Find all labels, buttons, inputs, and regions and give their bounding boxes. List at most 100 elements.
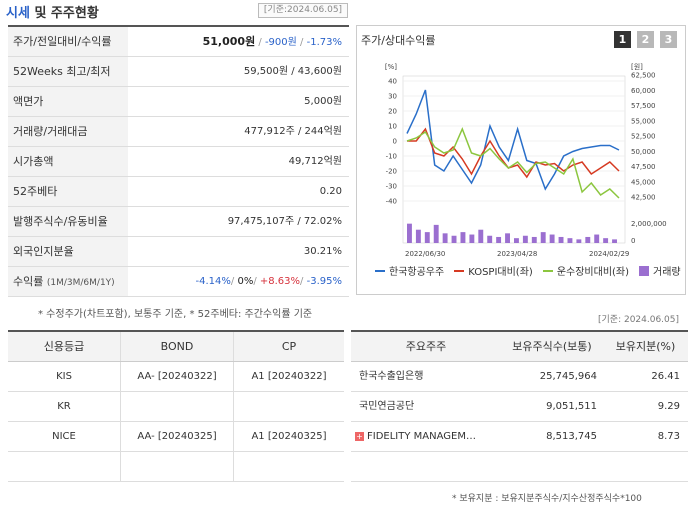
bond-cell	[121, 392, 234, 421]
quote-row-price: 주가/전일대비/수익률 51,000원 / -900원 / -1.73%	[8, 27, 349, 57]
volume-bar	[424, 232, 430, 243]
price-change: -900원	[264, 37, 297, 48]
relative-return-chart: 40 30 20 10 0 -10 -20 -30 -40 62,500 60,000 57,500 5…	[385, 62, 667, 258]
legend-item-kospi[interactable]: KOSPI대비(좌)	[454, 263, 533, 278]
footnote-holders: * 보유지분 : 보유지분주식수/지수산정주식수*100	[452, 494, 642, 504]
volume-bar	[442, 233, 448, 243]
holder-pct: 26.41	[651, 371, 680, 382]
table-row: KR	[8, 392, 344, 422]
volume-bar	[567, 238, 573, 243]
right-axis-unit: [원]	[631, 62, 643, 71]
legend-label: KOSPI대비(좌)	[468, 267, 533, 278]
section-title-rest: 및 주주현황	[29, 6, 99, 21]
agency-cell	[8, 452, 121, 481]
volume-bar	[478, 229, 484, 243]
table-row: 국민연금공단 9,051,511 9.29	[351, 392, 688, 422]
holder-name: FIDELITY MANAGEM…	[367, 431, 476, 442]
shareholder-table: 주요주주 보유주식수(보통) 보유지분(%) 한국수출입은행 25,745,96…	[351, 330, 688, 482]
left-tick-label: -30	[386, 183, 397, 191]
holder-shares	[501, 452, 603, 481]
bond-cell	[121, 452, 234, 481]
quote-value: 477,912주 / 244억원	[244, 126, 342, 137]
volume-bar	[496, 236, 502, 243]
quote-label: 거래량/거래대금	[8, 117, 128, 146]
quote-label: 발행주식수/유동비율	[8, 207, 128, 236]
col-header: 신용등급	[8, 332, 121, 361]
left-tick-label: 0	[393, 138, 397, 146]
series-line	[406, 127, 620, 199]
right-tick-label: 55,000	[631, 117, 656, 125]
quote-value: 30.21%	[303, 246, 342, 257]
legend-item-volume[interactable]: 거래량	[639, 263, 681, 278]
quote-value: 49,712억원	[288, 156, 342, 167]
left-tick-label: 30	[388, 93, 397, 101]
volume-bar	[460, 232, 466, 243]
left-tick-label: 10	[388, 123, 397, 131]
bond-cell: AA- [20240325]	[121, 422, 234, 451]
volume-bar	[540, 232, 546, 243]
legend-label: 운수장비대비(좌)	[556, 267, 630, 278]
price-change-rate: -1.73%	[306, 37, 342, 48]
return-6m: +8.63%	[259, 276, 301, 287]
volume-bar	[576, 239, 582, 243]
legend-line-icon	[542, 269, 553, 272]
expand-plus-icon[interactable]: +	[355, 431, 364, 441]
quote-value: 5,000원	[304, 96, 342, 107]
volume-bar	[487, 235, 493, 243]
left-tick-label: 20	[388, 108, 397, 116]
base-date-badge: [기준:2024.06.05]	[258, 3, 348, 18]
credit-rating-table: 신용등급 BOND CP KIS AA- [20240322] A1 [2024…	[8, 330, 344, 482]
table-row	[8, 452, 344, 482]
left-tick-label: -40	[386, 198, 397, 206]
agency-cell: KIS	[8, 362, 121, 391]
footnote-quote: * 수정주가(차트포함), 보통주 기준, * 52주베타: 주간수익률 기준	[38, 309, 313, 320]
quote-table: 주가/전일대비/수익률 51,000원 / -900원 / -1.73% 52W…	[8, 25, 349, 297]
holder-name	[351, 452, 501, 481]
quote-row-foreign: 외국인지분율 30.21%	[8, 237, 349, 267]
table-row: NICE AA- [20240325] A1 [20240325]	[8, 422, 344, 452]
volume-bar	[433, 224, 439, 243]
chart-tab-2[interactable]: 2	[637, 31, 654, 48]
col-header: 보유주식수(보통)	[512, 340, 592, 353]
legend-label: 거래량	[653, 267, 681, 278]
volume-tick-label: 2,000,000	[631, 220, 667, 228]
agency-cell: KR	[8, 392, 121, 421]
volume-bar	[407, 223, 412, 243]
quote-row-par-value: 액면가 5,000원	[8, 87, 349, 117]
holder-pct	[603, 452, 688, 481]
legend-item-sector[interactable]: 운수장비대비(좌)	[542, 263, 630, 278]
agency-cell: NICE	[8, 422, 121, 451]
holder-shares: 8,513,745	[546, 431, 597, 442]
volume-bar	[612, 239, 617, 243]
left-tick-label: -10	[386, 153, 397, 161]
returns-label-sub: (1M/3M/6M/1Y)	[46, 278, 115, 288]
quote-row-market-cap: 시가총액 49,712억원	[8, 147, 349, 177]
quote-value: 51,000원 / -900원 / -1.73%	[202, 35, 342, 48]
table-row: KIS AA- [20240322] A1 [20240322]	[8, 362, 344, 392]
right-tick-label: 47,500	[631, 163, 656, 171]
chart-tab-3[interactable]: 3	[660, 31, 677, 48]
quote-label: 52주베타	[8, 177, 128, 206]
chart-tab-1[interactable]: 1	[614, 31, 631, 48]
chart-legend: 한국항공우주 KOSPI대비(좌) 운수장비대비(좌) 거래량	[375, 263, 685, 278]
holder-pct: 8.73	[657, 431, 680, 442]
table-row: 한국수출입은행 25,745,964 26.41	[351, 362, 688, 392]
return-1y: -3.95%	[306, 276, 342, 287]
volume-bar	[514, 238, 519, 243]
quote-row-volume: 거래량/거래대금 477,912주 / 244억원	[8, 117, 349, 147]
series-line	[406, 89, 620, 191]
quote-row-beta: 52주베타 0.20	[8, 177, 349, 207]
holder-name-cell: + FIDELITY MANAGEM…	[351, 422, 501, 451]
cp-cell	[234, 452, 344, 481]
volume-tick-label: 0	[631, 237, 635, 245]
legend-item-stock[interactable]: 한국항공우주	[375, 263, 444, 278]
section-title-accent: 시세	[6, 6, 30, 21]
quote-label: 52Weeks 최고/최저	[8, 57, 128, 86]
legend-label: 한국항공우주	[389, 267, 445, 278]
col-header: CP	[281, 340, 297, 353]
quote-label: 수익률 (1M/3M/6M/1Y)	[8, 267, 128, 296]
table-header: 주요주주 보유주식수(보통) 보유지분(%)	[351, 332, 688, 362]
chart-title: 주가/상대수익률	[361, 34, 436, 47]
return-3m: 0%	[237, 276, 254, 287]
col-header: 주요주주	[405, 340, 447, 353]
